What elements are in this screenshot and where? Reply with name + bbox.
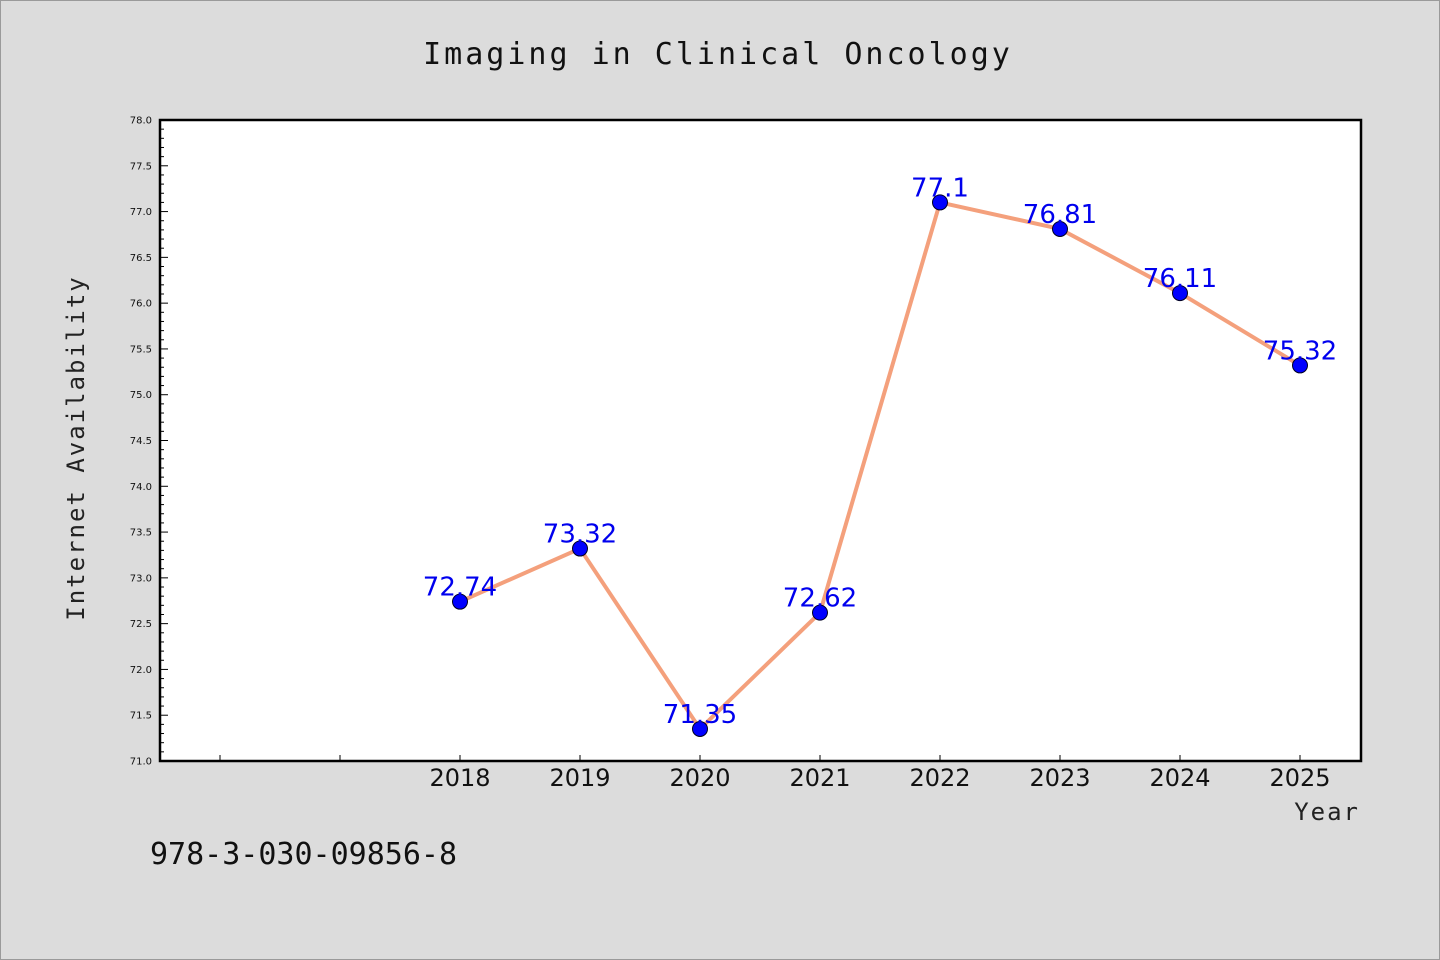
data-point bbox=[572, 540, 588, 557]
y-tick-label: 76.5 bbox=[130, 253, 152, 264]
y-axis: 71.0 71.5 72.0 72.5 73.0 73.5 74.0 74.5 75.0 75.5… bbox=[130, 116, 168, 768]
series-group: 72.74 73.32 71.35 72.62 77.1 76.81 76.11 75.32 bbox=[423, 173, 1337, 737]
data-label: 72.62 bbox=[783, 584, 857, 614]
x-tick-label: 2023 bbox=[1029, 764, 1090, 792]
x-axis: 2018 2019 2020 2021 2022 2023 2024 2025 bbox=[219, 755, 1331, 792]
data-label: 73.32 bbox=[543, 520, 617, 550]
isbn-text: 978-3-030-09856-8 bbox=[150, 837, 457, 872]
plot-area bbox=[158, 118, 1363, 763]
y-tick-label: 72.5 bbox=[130, 619, 152, 630]
y-tick-label: 72.0 bbox=[130, 665, 152, 676]
data-label: 72.74 bbox=[423, 573, 497, 603]
data-point bbox=[1172, 285, 1188, 302]
x-tick-label: 2024 bbox=[1149, 764, 1210, 792]
y-tick-label: 74.5 bbox=[130, 436, 152, 447]
series-line bbox=[459, 200, 1302, 731]
data-point bbox=[1292, 357, 1308, 374]
data-point bbox=[932, 194, 948, 211]
y-tick-label: 71.0 bbox=[130, 757, 152, 768]
y-tick-label: 74.0 bbox=[130, 482, 152, 493]
y-tick-label: 76.0 bbox=[130, 299, 152, 310]
y-tick-label: 73.0 bbox=[130, 573, 152, 584]
x-axis-label: Year bbox=[1294, 798, 1360, 826]
data-point bbox=[812, 604, 828, 621]
data-label: 71.35 bbox=[663, 700, 737, 730]
x-tick-label: 2019 bbox=[549, 764, 610, 792]
x-tick-label: 2018 bbox=[429, 764, 490, 792]
chart-title: Imaging in Clinical Oncology bbox=[423, 37, 1013, 72]
data-point bbox=[692, 720, 708, 737]
x-tick-label: 2022 bbox=[909, 764, 970, 792]
y-axis-label: Internet Availability bbox=[62, 275, 90, 620]
y-tick-label: 71.5 bbox=[130, 711, 152, 722]
x-tick-label: 2020 bbox=[669, 764, 730, 792]
y-tick-label: 75.0 bbox=[130, 390, 152, 401]
y-tick-label: 77.0 bbox=[130, 207, 152, 218]
y-tick-label: 77.5 bbox=[130, 161, 152, 172]
data-label: 76.81 bbox=[1023, 200, 1097, 230]
data-point bbox=[1052, 220, 1068, 237]
data-label: 75.32 bbox=[1263, 336, 1337, 366]
y-tick-label: 78.0 bbox=[130, 116, 152, 127]
x-tick-label: 2025 bbox=[1269, 764, 1330, 792]
data-label: 76.11 bbox=[1143, 264, 1217, 294]
x-tick-label: 2021 bbox=[789, 764, 850, 792]
y-tick-label: 75.5 bbox=[130, 344, 152, 355]
y-tick-label: 73.5 bbox=[130, 528, 152, 539]
data-point bbox=[452, 593, 468, 610]
data-label: 77.1 bbox=[911, 173, 969, 203]
